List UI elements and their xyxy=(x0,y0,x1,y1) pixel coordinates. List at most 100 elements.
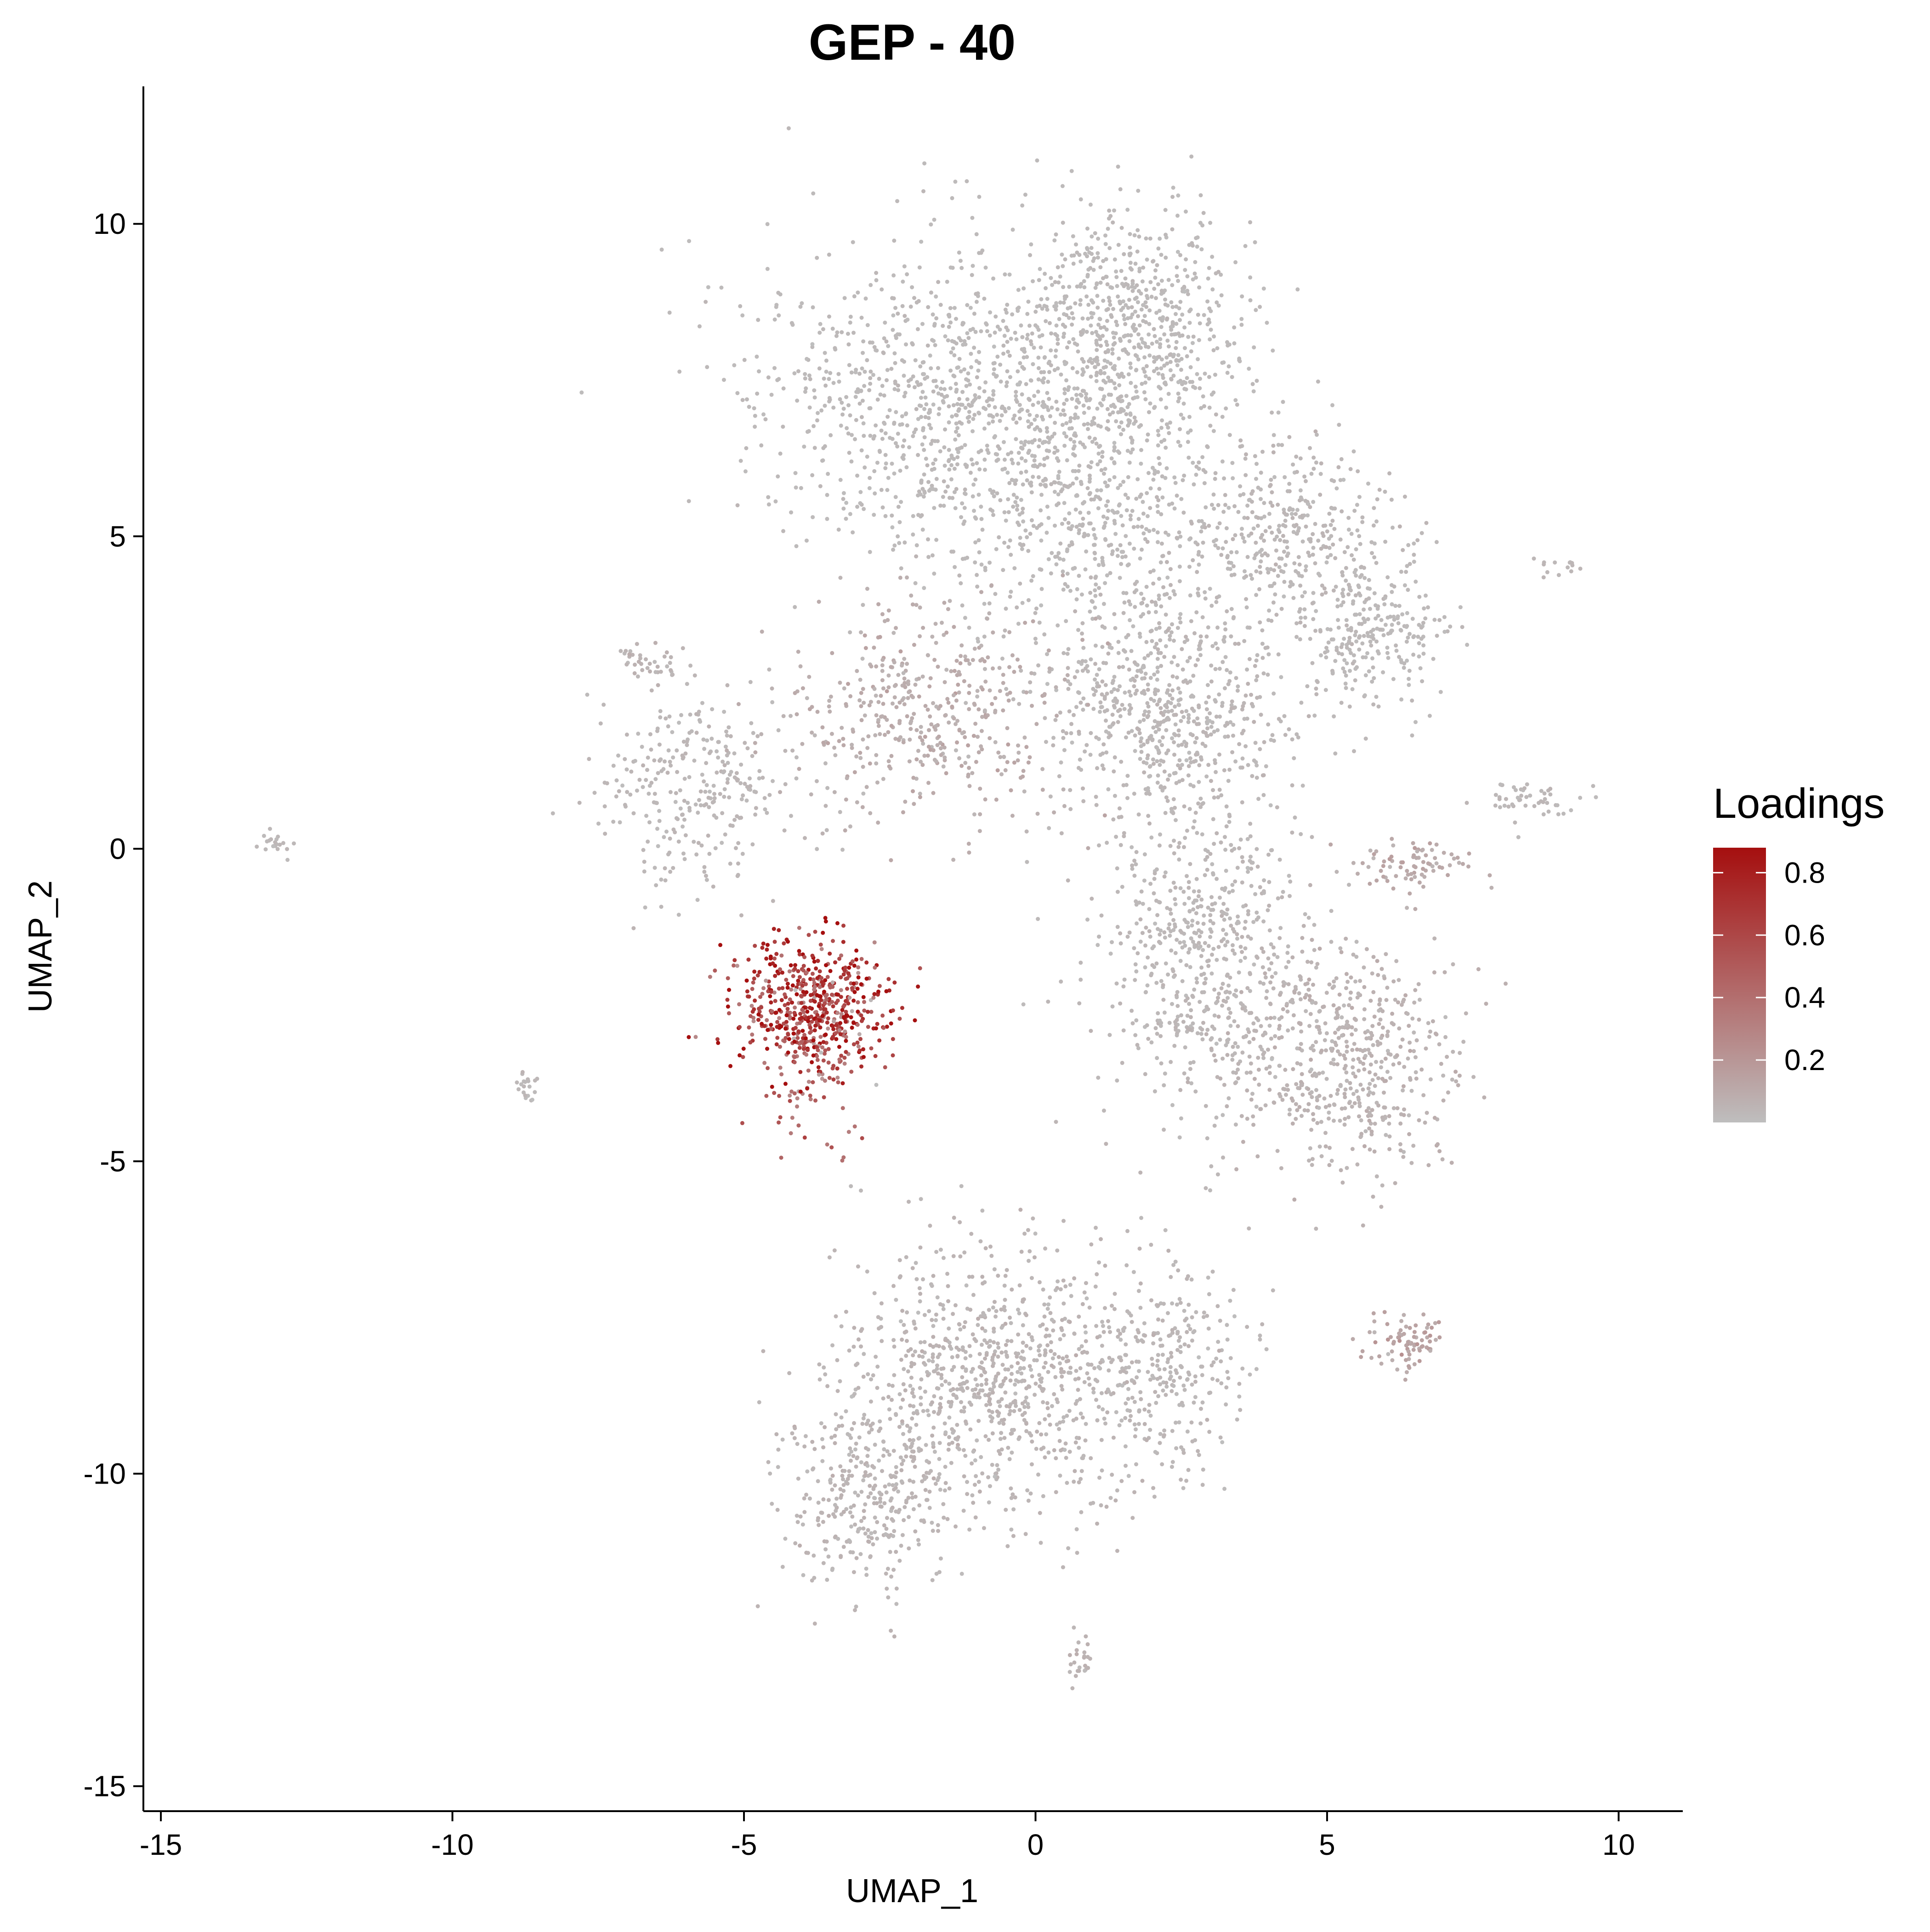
cell-point xyxy=(879,428,884,433)
cell-point xyxy=(1329,909,1334,913)
cell-point xyxy=(1254,1105,1259,1109)
cell-point xyxy=(1172,753,1176,757)
cell-point xyxy=(1139,601,1144,606)
cell-point xyxy=(1375,626,1379,631)
cell-point xyxy=(1161,585,1166,589)
cell-point xyxy=(1155,530,1160,535)
cell-point xyxy=(1191,940,1195,944)
cell-point xyxy=(869,1377,873,1382)
cell-point xyxy=(1224,406,1228,411)
cell-point xyxy=(1078,1397,1082,1401)
cell-point xyxy=(1238,438,1243,443)
cell-point xyxy=(631,811,636,816)
cell-point xyxy=(1277,565,1282,569)
cell-point xyxy=(868,283,873,287)
cell-point xyxy=(1192,631,1197,635)
cell-point xyxy=(1094,1324,1099,1328)
cell-point xyxy=(969,365,973,369)
cell-point xyxy=(1151,259,1155,264)
cell-point xyxy=(976,538,981,543)
cell-point xyxy=(1019,470,1023,475)
cell-point xyxy=(1115,284,1119,289)
cell-point xyxy=(1081,370,1086,374)
cell-point xyxy=(1345,623,1349,628)
cell-point xyxy=(641,763,645,768)
cell-point xyxy=(1302,513,1306,518)
cell-point xyxy=(1203,371,1207,376)
cell-point xyxy=(1112,448,1117,453)
cell-point xyxy=(1161,759,1166,764)
cell-point xyxy=(1216,945,1221,949)
cell-point xyxy=(640,744,644,749)
cell-point xyxy=(1116,688,1120,692)
cell-point xyxy=(1265,645,1270,650)
cell-point xyxy=(1123,493,1128,497)
cell-point xyxy=(1045,1406,1050,1411)
cell-point xyxy=(1240,756,1245,761)
cell-point xyxy=(1155,669,1160,674)
cell-point xyxy=(1139,669,1143,674)
cell-point xyxy=(1078,284,1083,289)
cell-point xyxy=(1164,592,1169,596)
cell-point xyxy=(1287,482,1292,486)
cell-point xyxy=(1079,977,1083,982)
cell-point xyxy=(1176,686,1181,691)
cell-point xyxy=(1173,897,1177,901)
cell-point xyxy=(1136,289,1141,293)
cell-point xyxy=(1548,792,1553,797)
cell-point xyxy=(1209,971,1214,976)
cell-point xyxy=(1013,482,1017,486)
cell-point xyxy=(1189,1008,1193,1013)
cell-point xyxy=(1190,993,1195,998)
cell-point xyxy=(1086,533,1090,538)
cell-point xyxy=(1184,257,1188,261)
cell-point xyxy=(1030,331,1034,336)
cell-point xyxy=(1009,1364,1014,1369)
cell-point xyxy=(1056,501,1061,506)
cell-point xyxy=(647,792,651,796)
cell-point xyxy=(1186,713,1191,717)
cell-point xyxy=(1098,280,1103,285)
cell-point xyxy=(1336,465,1341,470)
cell-point xyxy=(1318,472,1323,476)
cell-point xyxy=(968,470,973,475)
cell-point xyxy=(1111,817,1116,822)
cell-point xyxy=(1139,1397,1143,1401)
cell-point xyxy=(1021,506,1025,511)
cell-point xyxy=(1125,316,1130,321)
cell-point xyxy=(904,1354,908,1358)
cell-cluster xyxy=(1138,403,1429,719)
cell-point xyxy=(1092,256,1096,261)
cell-point xyxy=(1191,334,1196,339)
cell-point xyxy=(763,417,768,422)
cell-point xyxy=(1383,539,1388,544)
cell-point xyxy=(723,832,727,837)
cell-point xyxy=(1044,477,1048,482)
cell-point xyxy=(1366,482,1370,486)
cell-point xyxy=(983,1434,988,1439)
cell-point xyxy=(1003,466,1007,471)
cell-point xyxy=(1205,683,1210,687)
cell-point xyxy=(1157,593,1161,598)
cell-point xyxy=(1089,460,1094,465)
cell-point xyxy=(1173,722,1178,727)
cell-point xyxy=(955,426,959,431)
cell-point xyxy=(1314,692,1319,697)
cell-point xyxy=(783,782,788,787)
cell-point xyxy=(1152,645,1157,650)
cell-point xyxy=(642,860,647,864)
cell-point xyxy=(1424,521,1429,525)
cell-point xyxy=(1152,1376,1156,1380)
cell-point xyxy=(1237,846,1242,850)
cell-point xyxy=(1033,323,1038,328)
cell-point xyxy=(1328,523,1333,527)
cell-point xyxy=(960,402,965,407)
cell-point xyxy=(617,789,621,793)
cell-point xyxy=(1076,415,1080,420)
cell-point xyxy=(1330,670,1335,675)
cell-point xyxy=(1105,691,1109,696)
cell-point xyxy=(883,431,888,436)
cell-point xyxy=(1311,545,1316,550)
cell-point xyxy=(1264,764,1268,769)
cell-point xyxy=(1240,935,1244,939)
